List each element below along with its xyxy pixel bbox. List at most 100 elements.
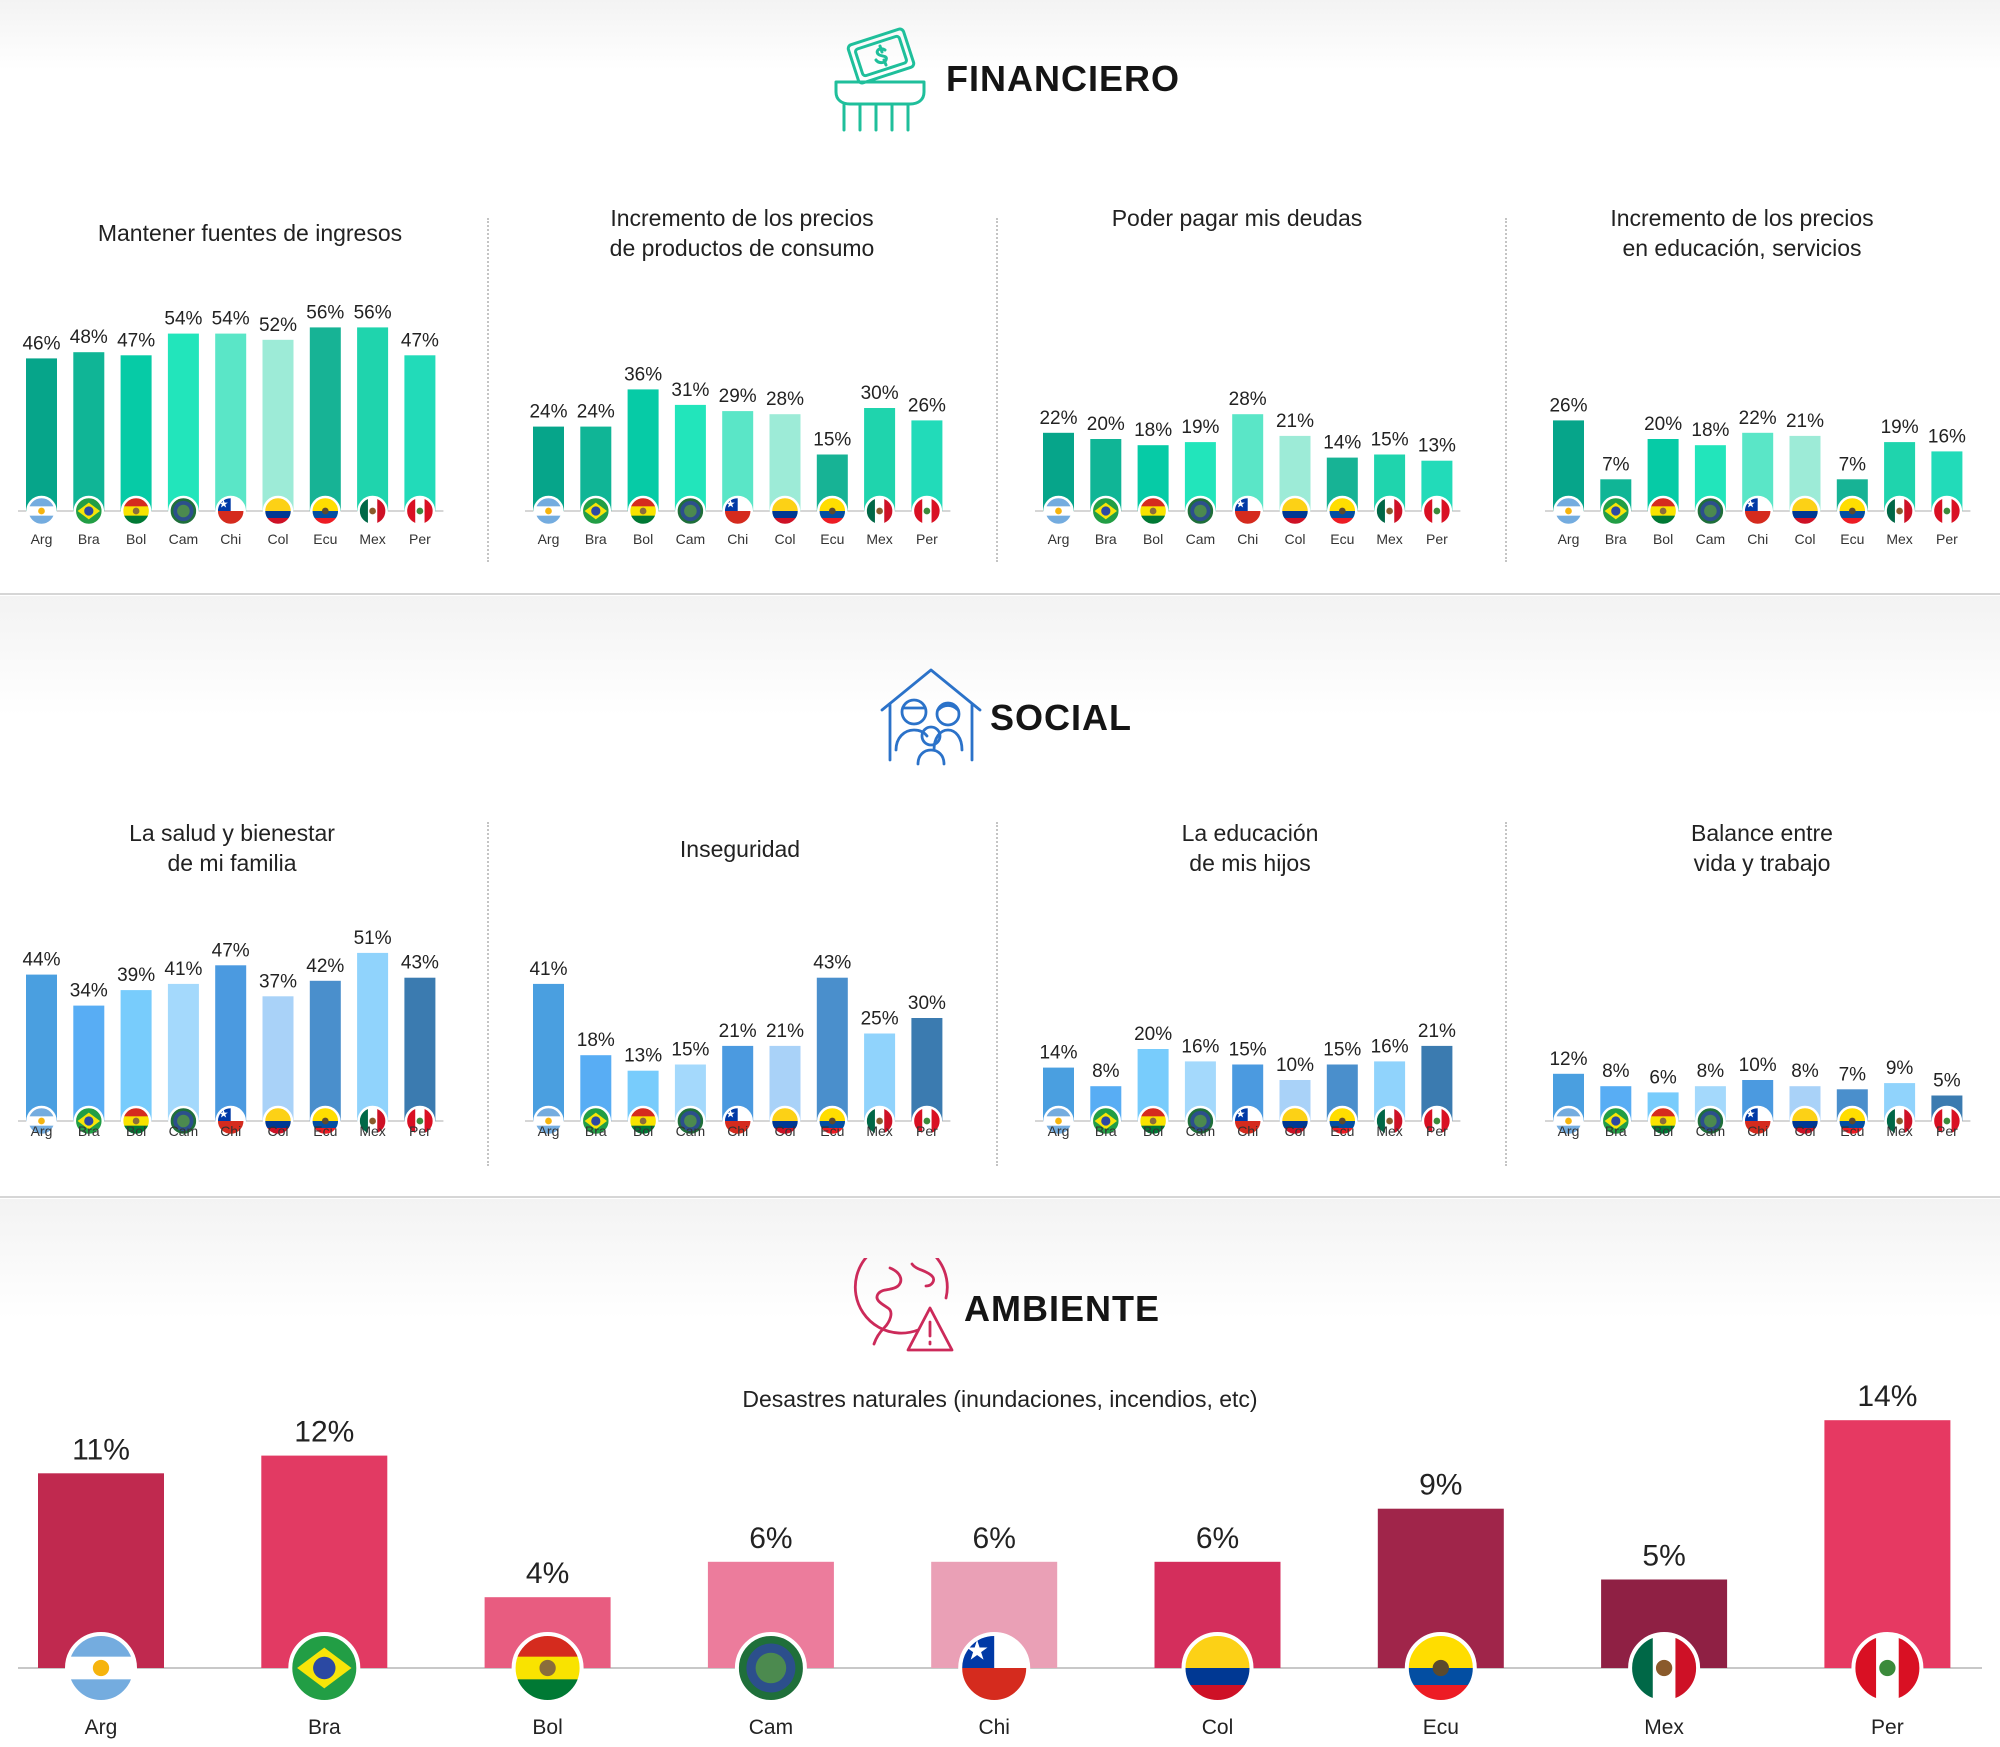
- tick-label: Cam: [169, 1123, 199, 1139]
- tick-label: Ecu: [820, 531, 844, 547]
- brazil-flag-icon: [73, 1105, 105, 1137]
- central-america-flag-icon: [675, 495, 706, 527]
- bar: [533, 983, 564, 1121]
- chile-flag-icon: ★: [1232, 1105, 1263, 1137]
- tick-label: Chi: [220, 1123, 241, 1139]
- central-america-flag-icon: [1185, 495, 1216, 527]
- peru-flag-icon: [911, 1105, 943, 1137]
- bar-chart: 12% Arg 8% Bra 6% Bol 8% Cam 10% ★ Chi 8% Col 7% Ecu 9%…: [1545, 1049, 1971, 1139]
- bar-chart: 22% Arg 20% Bra 18% Bol 19% Cam 28% ★ Chi 21% Col 14%…: [1035, 389, 1461, 547]
- tick-label: Per: [409, 1123, 431, 1139]
- tick-label: Bol: [1653, 531, 1673, 547]
- tick-label: Per: [1426, 1123, 1448, 1139]
- tick-label: Bol: [126, 1123, 146, 1139]
- tick-label: Ecu: [313, 531, 337, 547]
- tick-label: Col: [774, 531, 795, 547]
- tick-label: Mex: [1886, 531, 1912, 547]
- argentina-flag-icon: [1043, 1105, 1074, 1137]
- chile-flag-icon: ★: [958, 1632, 1031, 1704]
- data-label: 31%: [671, 380, 709, 401]
- tick-label: Cam: [1186, 1123, 1216, 1139]
- chart-title: Inseguridad: [679, 836, 801, 862]
- data-label: 8%: [1602, 1061, 1630, 1082]
- bar: [309, 980, 341, 1121]
- data-label: 28%: [766, 389, 804, 410]
- data-label: 6%: [1649, 1067, 1677, 1088]
- data-label: 21%: [1418, 1021, 1456, 1042]
- tick-label: Ecu: [1840, 531, 1864, 547]
- brazil-flag-icon: [580, 495, 612, 527]
- chart-title: Incremento de los precios de productos d…: [609, 205, 875, 261]
- data-label: 15%: [813, 430, 851, 451]
- ecuador-flag-icon: [1327, 495, 1358, 527]
- bar: [73, 352, 105, 511]
- data-label: 48%: [70, 327, 108, 348]
- data-label: 42%: [306, 956, 344, 977]
- tick-label: Mex: [1644, 1716, 1684, 1739]
- tick-label: Arg: [85, 1716, 118, 1739]
- central-america-flag-icon: [168, 495, 199, 527]
- data-label: 21%: [1786, 411, 1824, 432]
- bar: [120, 355, 152, 511]
- colombia-flag-icon: [262, 495, 294, 527]
- tick-label: Chi: [727, 1123, 748, 1139]
- mexico-flag-icon: [1374, 495, 1405, 527]
- chile-flag-icon: ★: [1742, 1105, 1773, 1137]
- colombia-flag-icon: [1181, 1632, 1254, 1704]
- tick-label: Bra: [308, 1716, 341, 1739]
- data-label: 15%: [1323, 1040, 1361, 1061]
- tick-label: Per: [1871, 1716, 1904, 1739]
- data-label: 43%: [813, 953, 851, 974]
- data-label: 47%: [212, 940, 250, 961]
- data-label: 26%: [908, 395, 946, 416]
- tick-label: Arg: [538, 531, 560, 547]
- section-divider: [0, 1196, 2000, 1198]
- bar: [1824, 1420, 1951, 1668]
- tick-label: Chi: [727, 531, 748, 547]
- data-label: 22%: [1039, 408, 1077, 429]
- argentina-flag-icon: [533, 495, 564, 527]
- data-label: 37%: [259, 971, 297, 992]
- data-label: 14%: [1323, 433, 1361, 454]
- tick-label: Col: [1794, 1123, 1815, 1139]
- tick-label: Arg: [1048, 1123, 1070, 1139]
- tick-label: Ecu: [1330, 531, 1354, 547]
- bolivia-flag-icon: [627, 1105, 659, 1137]
- svg-text:★: ★: [1746, 499, 1756, 511]
- central-america-flag-icon: [1185, 1105, 1216, 1137]
- data-label: 47%: [401, 330, 439, 351]
- tick-label: Cam: [1186, 531, 1216, 547]
- peru-flag-icon: [404, 1105, 436, 1137]
- tick-label: Cam: [1696, 1123, 1726, 1139]
- tick-label: Arg: [1558, 1123, 1580, 1139]
- argentina-flag-icon: [1043, 495, 1074, 527]
- bar: [26, 974, 57, 1121]
- mexico-flag-icon: [864, 1105, 895, 1137]
- data-label: 52%: [259, 315, 297, 336]
- peru-flag-icon: [1851, 1632, 1924, 1704]
- brazil-flag-icon: [1600, 1105, 1632, 1137]
- data-label: 16%: [1181, 1036, 1219, 1057]
- panel-divider: [996, 218, 998, 562]
- tick-label: Per: [1426, 531, 1448, 547]
- data-label: 19%: [1881, 417, 1919, 438]
- data-label: 18%: [1691, 420, 1729, 441]
- data-label: 39%: [117, 965, 155, 986]
- tick-label: Bol: [633, 1123, 653, 1139]
- tick-label: Chi: [1237, 531, 1258, 547]
- bar: [215, 333, 247, 511]
- tick-label: Mex: [1376, 531, 1402, 547]
- bar: [120, 990, 152, 1121]
- data-label: 41%: [529, 959, 567, 980]
- data-label: 4%: [526, 1557, 569, 1590]
- tick-label: Col: [1794, 531, 1815, 547]
- data-label: 8%: [1092, 1061, 1120, 1082]
- mexico-flag-icon: [864, 495, 895, 527]
- tick-label: Cam: [749, 1716, 793, 1739]
- mexico-flag-icon: [1884, 495, 1915, 527]
- tick-label: Bol: [1143, 531, 1163, 547]
- data-label: 6%: [1196, 1522, 1239, 1555]
- data-label: 36%: [624, 364, 662, 385]
- svg-text:★: ★: [219, 1109, 229, 1121]
- tick-label: Mex: [866, 1123, 892, 1139]
